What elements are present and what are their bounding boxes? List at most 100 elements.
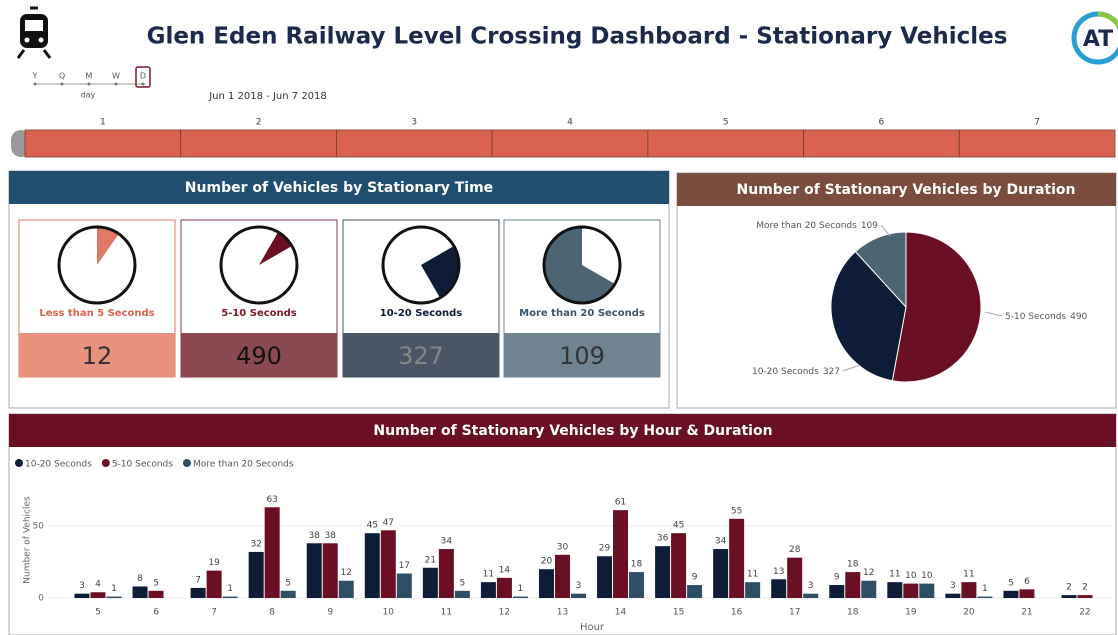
bar: [74, 593, 90, 598]
bar: [422, 567, 438, 598]
legend-label: 5-10 Seconds: [112, 460, 173, 470]
timeline-label: 7: [1034, 118, 1040, 128]
card-value: 327: [398, 342, 444, 370]
data-label: 34: [441, 537, 453, 547]
data-label: 2: [1082, 583, 1088, 593]
timeline-day[interactable]: [491, 129, 649, 158]
slicer-dot: [114, 82, 118, 86]
data-label: 12: [341, 568, 352, 578]
card-label: 10-20 Seconds: [380, 308, 463, 319]
slicer-option[interactable]: M: [86, 72, 93, 81]
slicer-option[interactable]: D: [140, 72, 146, 81]
bar: [671, 533, 687, 598]
data-label: 28: [789, 545, 801, 555]
train-icon: [16, 6, 52, 59]
data-label: 3: [576, 581, 582, 591]
data-label: 45: [367, 521, 378, 531]
data-label: 10: [921, 571, 933, 581]
panel-title: Number of Stationary Vehicles by Duratio…: [737, 182, 1076, 198]
bar: [322, 543, 338, 598]
card-label: Less than 5 Seconds: [39, 308, 154, 319]
bar: [887, 582, 903, 598]
bar: [1061, 595, 1077, 598]
data-label: 6: [1024, 577, 1030, 587]
timeline-day[interactable]: [336, 129, 493, 158]
pie-slice: [854, 231, 907, 309]
clock-wedge: [97, 227, 119, 265]
bar: [629, 572, 645, 598]
bar: [538, 569, 554, 598]
x-tick-label: 9: [327, 608, 333, 618]
slicer-dot: [60, 82, 64, 86]
slicer-option[interactable]: Y: [32, 72, 38, 81]
x-tick-label: 16: [731, 608, 743, 618]
bar: [597, 556, 613, 598]
pie-label-name: More than 20 Seconds: [756, 221, 857, 231]
data-label: 11: [483, 570, 494, 580]
slicer-dot: [141, 82, 145, 86]
bar: [977, 596, 993, 598]
panel-header: [9, 171, 669, 204]
data-label: 13: [773, 567, 784, 577]
data-label: 10: [905, 571, 917, 581]
bar: [803, 593, 819, 598]
data-label: 9: [834, 573, 840, 583]
bar: [1003, 590, 1019, 598]
data-label: 20: [541, 557, 553, 567]
pie-label-name: 10-20 Seconds: [752, 367, 819, 377]
card-label: 5-10 Seconds: [221, 308, 297, 319]
timeline-label: 4: [567, 118, 573, 128]
slicer-option[interactable]: Q: [59, 72, 65, 81]
legend-label: 10-20 Seconds: [25, 460, 92, 470]
timeline-day[interactable]: [24, 129, 182, 158]
pie-label: 5-10 Seconds 490: [1005, 312, 1088, 322]
logo: AT: [1071, 11, 1118, 65]
slicer-dot: [33, 82, 37, 86]
slicer-selected: [135, 66, 151, 88]
bar: [613, 510, 629, 598]
timeline-day[interactable]: [958, 129, 1116, 158]
timeline-label: 1: [100, 118, 106, 128]
data-label: 38: [325, 531, 337, 541]
data-label: 2: [1066, 583, 1072, 593]
bar: [438, 549, 454, 598]
clock-face: [542, 225, 622, 305]
x-tick-label: 22: [1079, 608, 1090, 618]
panel-title: Number of Vehicles by Stationary Time: [185, 180, 493, 196]
timeline-day[interactable]: [803, 129, 960, 158]
bar: [132, 586, 148, 598]
x-tick-label: 8: [269, 608, 275, 618]
data-label: 18: [631, 560, 643, 570]
bar: [106, 596, 122, 598]
bar: [90, 592, 106, 598]
card-value-box: [19, 333, 175, 377]
pie-label: 10-20 Seconds 327: [752, 367, 840, 377]
data-label: 38: [309, 531, 321, 541]
timeline-label: 5: [723, 118, 729, 128]
clock-face: [219, 225, 299, 305]
y-tick-label: 0: [38, 594, 44, 604]
bar: [829, 585, 845, 598]
timeline-day[interactable]: [647, 129, 804, 158]
y-tick-label: 50: [33, 522, 45, 532]
data-label: 1: [518, 584, 524, 594]
data-label: 45: [673, 521, 684, 531]
legend-swatch: [15, 459, 23, 467]
bar: [364, 533, 380, 598]
legend-swatch: [101, 459, 110, 467]
timeline-day[interactable]: [180, 129, 337, 158]
bar: [1019, 589, 1035, 598]
x-tick-label: 12: [499, 608, 510, 618]
card-value: 12: [82, 342, 113, 370]
data-label: 32: [250, 539, 261, 549]
data-label: 47: [383, 518, 394, 528]
leader-line: [842, 364, 861, 372]
timeline-label: 6: [879, 118, 885, 128]
clock-wedge: [259, 232, 292, 265]
bar: [454, 590, 470, 598]
data-label: 3: [79, 581, 85, 591]
dashboard-title: Glen Eden Railway Level Crossing Dashboa…: [147, 24, 1008, 50]
bar: [945, 593, 961, 598]
slicer-option[interactable]: W: [112, 72, 120, 81]
